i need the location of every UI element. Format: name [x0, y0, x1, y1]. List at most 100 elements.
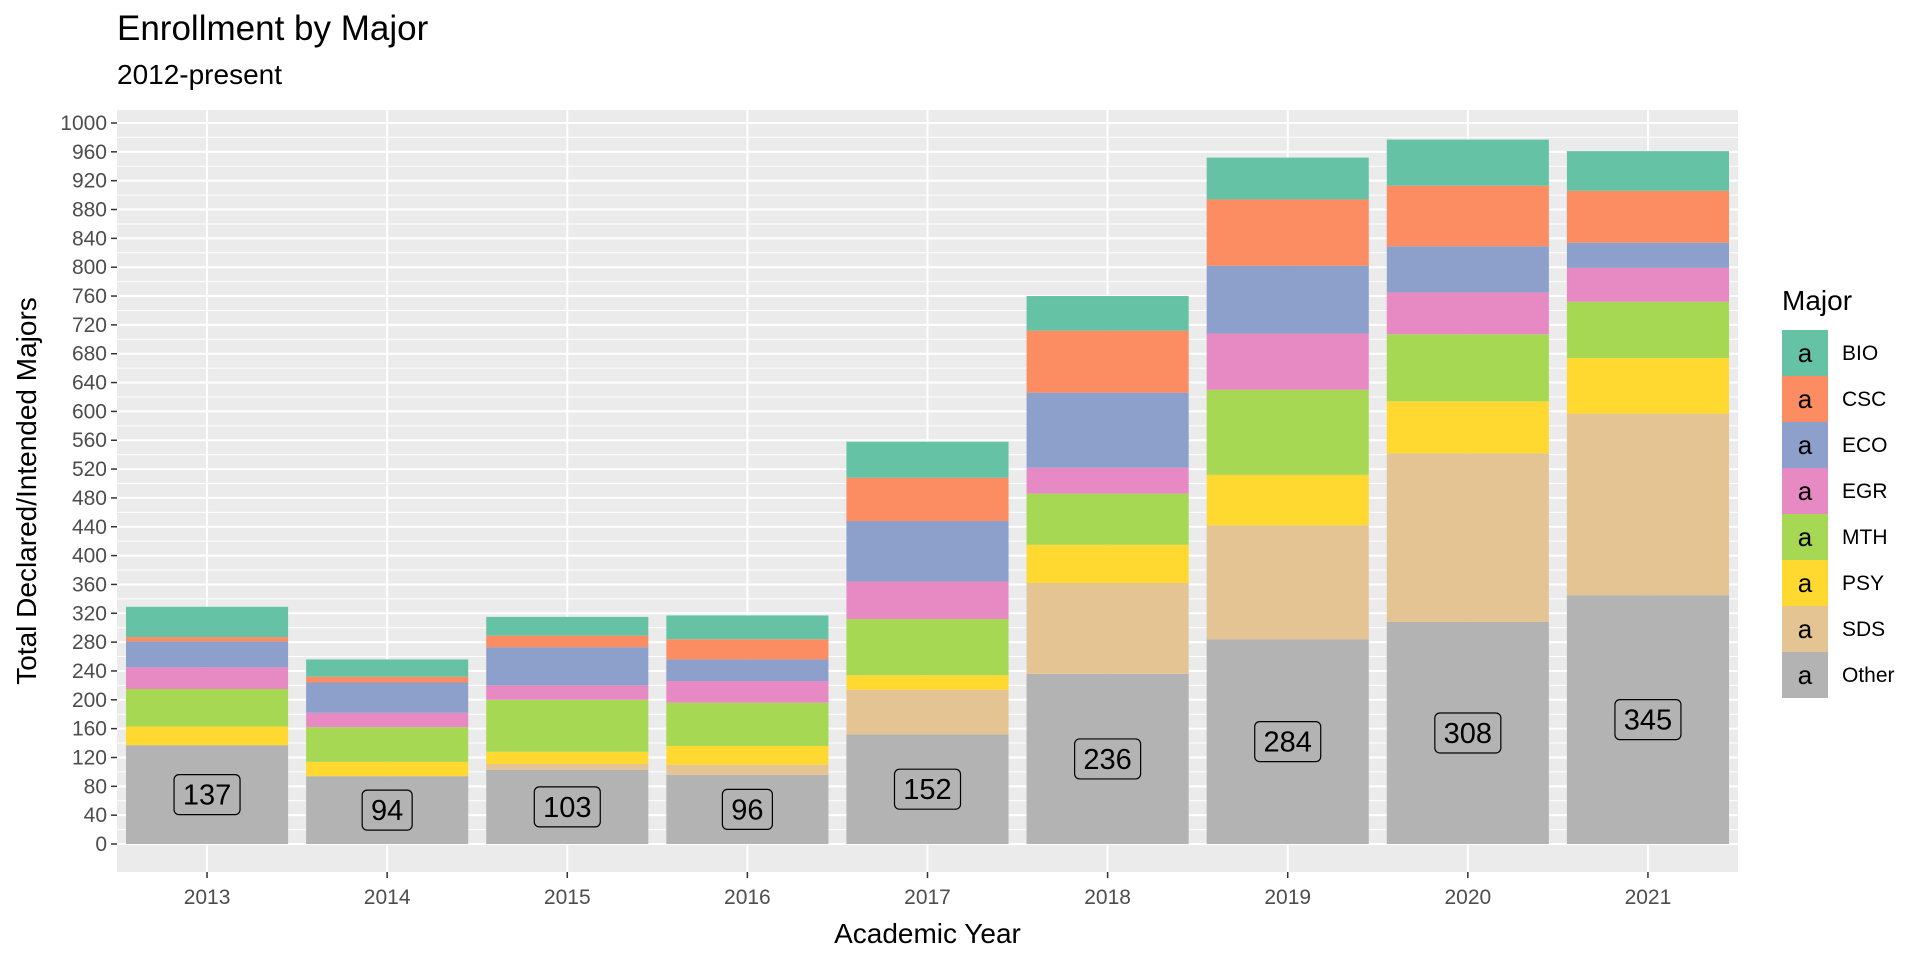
- y-tick-label: 280: [72, 631, 107, 654]
- bar-segment-psy: [1206, 474, 1369, 526]
- bar-segment-egr: [1026, 467, 1189, 494]
- bar-segment-bio: [486, 616, 649, 636]
- legend-key-glyph: a: [1798, 338, 1813, 368]
- y-tick-label: 200: [72, 689, 107, 712]
- bar-segment-eco: [846, 520, 1009, 582]
- y-tick-label: 160: [72, 718, 107, 741]
- y-axis: 0 40 80 120 160 200 240 280 320 360 400 440 480 520 56…: [60, 112, 117, 856]
- legend-item-other: a Other: [1782, 652, 1895, 698]
- data-label-text: 345: [1624, 705, 1672, 737]
- legend-key-glyph: a: [1798, 430, 1813, 460]
- data-label-text: 152: [903, 774, 951, 806]
- legend-item-mth: a MTH: [1782, 514, 1888, 560]
- legend-item-sds: a SDS: [1782, 606, 1885, 652]
- bar-segment-csc: [1386, 185, 1549, 247]
- x-tick-label: 2014: [364, 886, 411, 909]
- bar-segment-sds: [1386, 453, 1549, 622]
- legend: Major a BIO a CSC a ECO a EGR a MTH a PSY a SDS a Other: [1782, 285, 1895, 698]
- legend-key-glyph: a: [1798, 476, 1813, 506]
- y-tick-label: 240: [72, 660, 107, 683]
- data-label: 308: [1434, 712, 1502, 754]
- data-label-box: [1254, 721, 1322, 763]
- legend-label: EGR: [1842, 480, 1888, 503]
- data-label-box: [1614, 699, 1682, 741]
- y-tick-label: 480: [72, 487, 107, 510]
- x-tick-label: 2018: [1084, 886, 1131, 909]
- legend-key: [1782, 652, 1828, 698]
- data-label: 236: [1074, 738, 1142, 780]
- y-tick-label: 680: [72, 343, 107, 366]
- y-tick-label: 840: [72, 227, 107, 250]
- bar-segment-psy: [666, 745, 829, 765]
- y-tick-label: 320: [72, 602, 107, 625]
- legend-label: SDS: [1842, 618, 1885, 641]
- y-tick-label: 520: [72, 458, 107, 481]
- bar-segment-eco: [1566, 242, 1729, 268]
- y-tick-label: 920: [72, 170, 107, 193]
- bar-segment-psy: [126, 726, 289, 746]
- legend-key-glyph: a: [1798, 522, 1813, 552]
- bar-segment-egr: [306, 712, 469, 728]
- legend-item-psy: a PSY: [1782, 560, 1884, 606]
- bar-segment-csc: [1566, 190, 1729, 243]
- data-label-box: [893, 768, 962, 810]
- bar-segment-sds: [846, 689, 1009, 735]
- data-label: 284: [1254, 721, 1322, 763]
- data-label: 137: [173, 774, 241, 816]
- x-tick-label: 2020: [1444, 886, 1491, 909]
- y-tick-label: 640: [72, 372, 107, 395]
- y-tick-label: 720: [72, 314, 107, 337]
- legend-label: CSC: [1842, 388, 1886, 411]
- legend-title: Major: [1782, 285, 1852, 316]
- legend-key-glyph: a: [1798, 660, 1813, 690]
- x-axis: 2013 2014 2015 2016 2017 2018 2019 2020 2021: [184, 872, 1671, 909]
- data-label-box: [533, 786, 601, 828]
- bar-segment-csc: [126, 637, 289, 642]
- x-tick-label: 2019: [1264, 886, 1311, 909]
- bar-segment-mth: [846, 619, 1009, 676]
- bar-segment-mth: [1386, 334, 1549, 402]
- data-labels: 137 94 103 96 152 236 284 308 345: [173, 699, 1682, 831]
- y-axis-title: Total Declared/Intended Majors: [11, 297, 42, 685]
- legend-key: [1782, 514, 1828, 560]
- bar-segment-csc: [1206, 199, 1369, 266]
- legend-label: Other: [1842, 664, 1895, 687]
- bar-segment-bio: [1206, 157, 1369, 200]
- bar-segment-psy: [1566, 358, 1729, 414]
- data-label: 152: [893, 768, 962, 810]
- data-label-text: 137: [183, 780, 231, 812]
- y-tick-label: 560: [72, 429, 107, 452]
- legend-key: [1782, 468, 1828, 514]
- bar-segment-bio: [1026, 296, 1189, 331]
- bar-segment-bio: [306, 659, 469, 677]
- data-label-box: [1434, 712, 1502, 754]
- data-label-box: [721, 788, 773, 830]
- legend-label: MTH: [1842, 526, 1888, 549]
- bar-segment-csc: [306, 676, 469, 683]
- legend-item-bio: a BIO: [1782, 330, 1878, 376]
- chart-subtitle: 2012-present: [117, 59, 282, 90]
- bar-segment-psy: [1026, 544, 1189, 583]
- legend-key-glyph: a: [1798, 568, 1813, 598]
- bar-segment-csc: [1026, 330, 1189, 393]
- bar-segment-sds: [1206, 525, 1369, 640]
- bar-segment-egr: [1206, 333, 1369, 390]
- data-label-text: 308: [1444, 718, 1492, 750]
- legend-key: [1782, 330, 1828, 376]
- bar-segment-mth: [1026, 493, 1189, 545]
- bar-segment-egr: [486, 685, 649, 700]
- bar-segment-eco: [1026, 392, 1189, 468]
- data-label-text: 94: [371, 795, 403, 827]
- bar-segment-csc: [846, 477, 1009, 521]
- data-label-text: 103: [543, 792, 591, 824]
- bar-segment-csc: [666, 639, 829, 660]
- y-tick-label: 80: [84, 775, 107, 798]
- data-label-box: [1074, 738, 1142, 780]
- legend-label: BIO: [1842, 342, 1878, 365]
- legend-label: ECO: [1842, 434, 1888, 457]
- bar-segment-bio: [126, 606, 289, 638]
- data-label-text: 284: [1264, 727, 1312, 759]
- x-tick-label: 2017: [904, 886, 951, 909]
- legend-key: [1782, 606, 1828, 652]
- bar-segment-sds: [1566, 413, 1729, 596]
